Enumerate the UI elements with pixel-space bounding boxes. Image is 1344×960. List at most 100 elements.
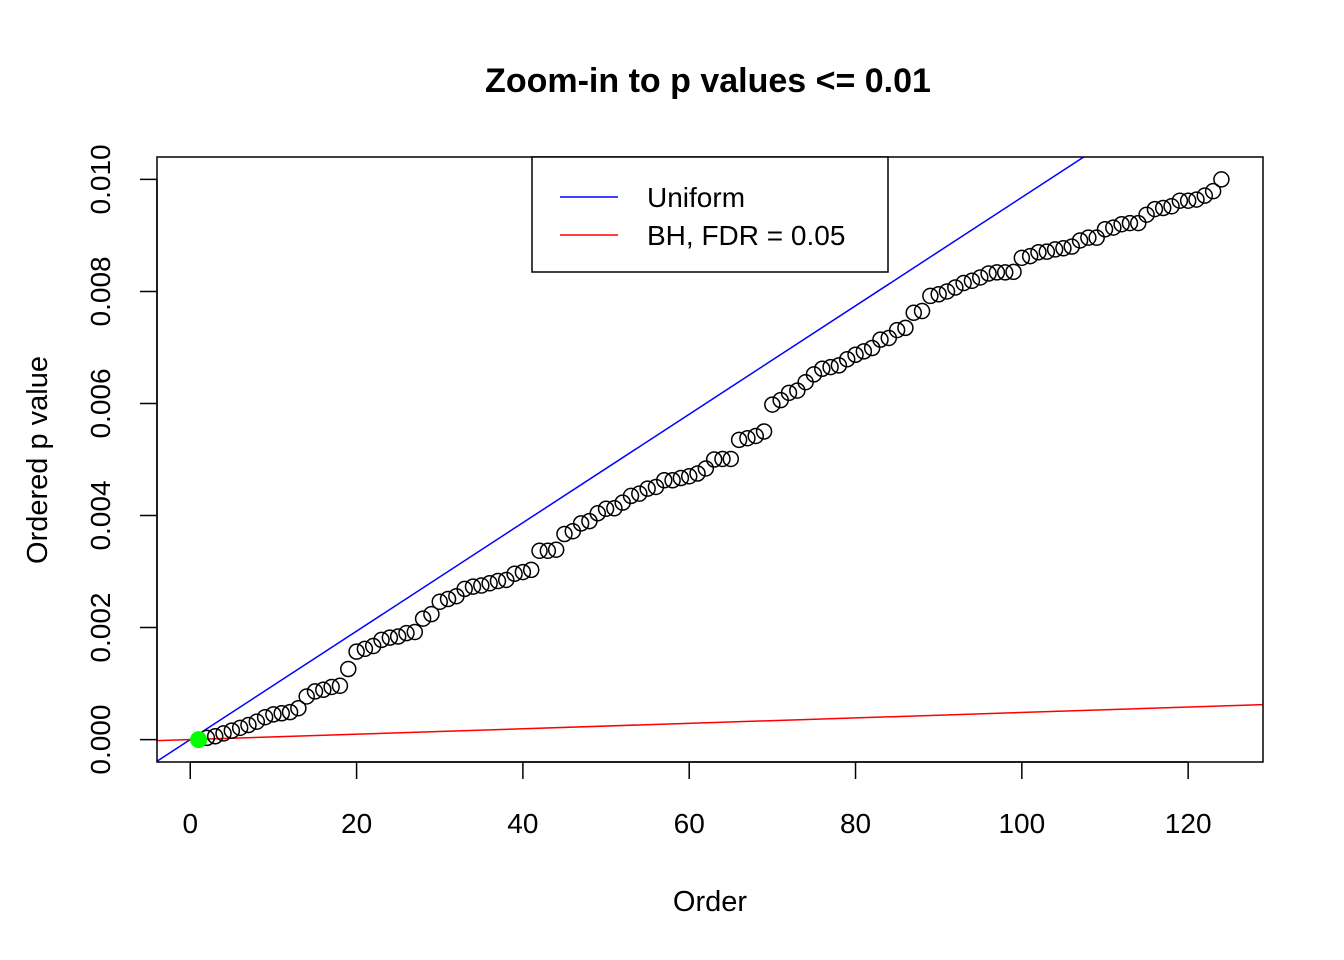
x-tick-label: 60 (674, 808, 705, 839)
data-point (789, 382, 806, 399)
data-point (1063, 238, 1080, 255)
data-point (406, 623, 424, 641)
data-point (838, 350, 856, 368)
x-axis: 0 20 40 60 80 100 120 (182, 761, 1212, 839)
data-point (1013, 249, 1031, 267)
data-point (556, 525, 573, 543)
data-point (315, 681, 332, 698)
data-point (489, 572, 507, 590)
data-point (872, 331, 889, 348)
data-point (814, 360, 831, 377)
chart-title: Zoom-in to p values <= 0.01 (485, 62, 931, 100)
data-point (905, 304, 922, 321)
data-point (1213, 171, 1230, 188)
data-point (1071, 232, 1089, 249)
data-point (930, 286, 947, 303)
data-point (631, 485, 648, 502)
data-point (348, 643, 365, 660)
data-point (323, 678, 340, 696)
data-point (922, 287, 939, 305)
data-point (265, 706, 282, 723)
data-point (1138, 206, 1155, 223)
reference-line-1 (156, 703, 1264, 742)
legend-bh-label: BH, FDR = 0.05 (647, 220, 845, 251)
data-point (830, 357, 848, 374)
data-point (281, 703, 299, 721)
data-point (331, 677, 349, 695)
data-point (1088, 229, 1105, 246)
data-point (1154, 199, 1172, 217)
data-point (730, 431, 748, 449)
data-point (972, 269, 989, 286)
data-point (231, 719, 249, 737)
data-point (622, 487, 640, 505)
data-point (1021, 247, 1039, 265)
y-tick-label: 0.008 (85, 256, 116, 326)
plot-lines-layer (156, 156, 1264, 762)
data-point (514, 563, 532, 581)
x-tick-label: 20 (341, 808, 372, 839)
data-point (414, 610, 432, 627)
y-axis-label: Ordered p value (22, 356, 54, 564)
legend-box (531, 156, 889, 273)
x-axis-label: Order (673, 886, 747, 918)
data-point (256, 708, 274, 726)
data-point (714, 450, 731, 468)
data-point (373, 631, 390, 649)
data-point (597, 500, 615, 518)
data-point (863, 339, 881, 357)
data-point (764, 396, 781, 413)
data-point (290, 699, 307, 717)
data-point (464, 578, 482, 595)
data-point (531, 542, 548, 560)
data-point (780, 384, 798, 402)
data-point (963, 272, 981, 290)
data-point (822, 358, 839, 376)
y-tick-label: 0.002 (85, 593, 116, 663)
data-point (1005, 263, 1022, 281)
data-point (1196, 187, 1214, 204)
data-point (381, 629, 399, 646)
data-point (215, 725, 232, 742)
data-point (1188, 191, 1205, 208)
data-point (273, 705, 290, 722)
data-point (423, 605, 440, 623)
data-point (739, 429, 756, 447)
data-point (988, 264, 1006, 281)
data-point (722, 450, 740, 468)
data-point (996, 264, 1014, 281)
data-point (206, 727, 224, 745)
data-point (606, 499, 623, 517)
y-axis: 0.000 0.002 0.004 0.006 0.008 0.010 (85, 144, 158, 775)
data-point (697, 460, 715, 477)
data-point (522, 561, 540, 579)
x-tick-label: 80 (840, 808, 871, 839)
data-point (1130, 214, 1147, 232)
data-point (1204, 182, 1222, 200)
data-point (539, 542, 557, 560)
data-point (1163, 198, 1180, 215)
data-point (805, 366, 823, 383)
data-point (1030, 243, 1047, 261)
data-point (747, 427, 764, 445)
data-point (481, 575, 498, 592)
y-tick-label: 0.000 (85, 705, 116, 775)
x-tick-label: 100 (998, 808, 1045, 839)
data-point (1179, 192, 1197, 209)
data-point (364, 637, 382, 655)
data-point (980, 265, 997, 282)
data-point (298, 688, 315, 705)
data-point (705, 451, 723, 468)
data-point (913, 302, 931, 320)
data-point (680, 468, 698, 485)
data-point (1171, 192, 1189, 209)
data-point (1113, 215, 1130, 233)
data-point (938, 283, 956, 300)
y-tick-label: 0.004 (85, 480, 116, 550)
data-point (306, 683, 324, 700)
data-point (389, 628, 407, 645)
data-point (897, 319, 914, 337)
data-point (1105, 219, 1122, 236)
data-point (1121, 214, 1139, 232)
